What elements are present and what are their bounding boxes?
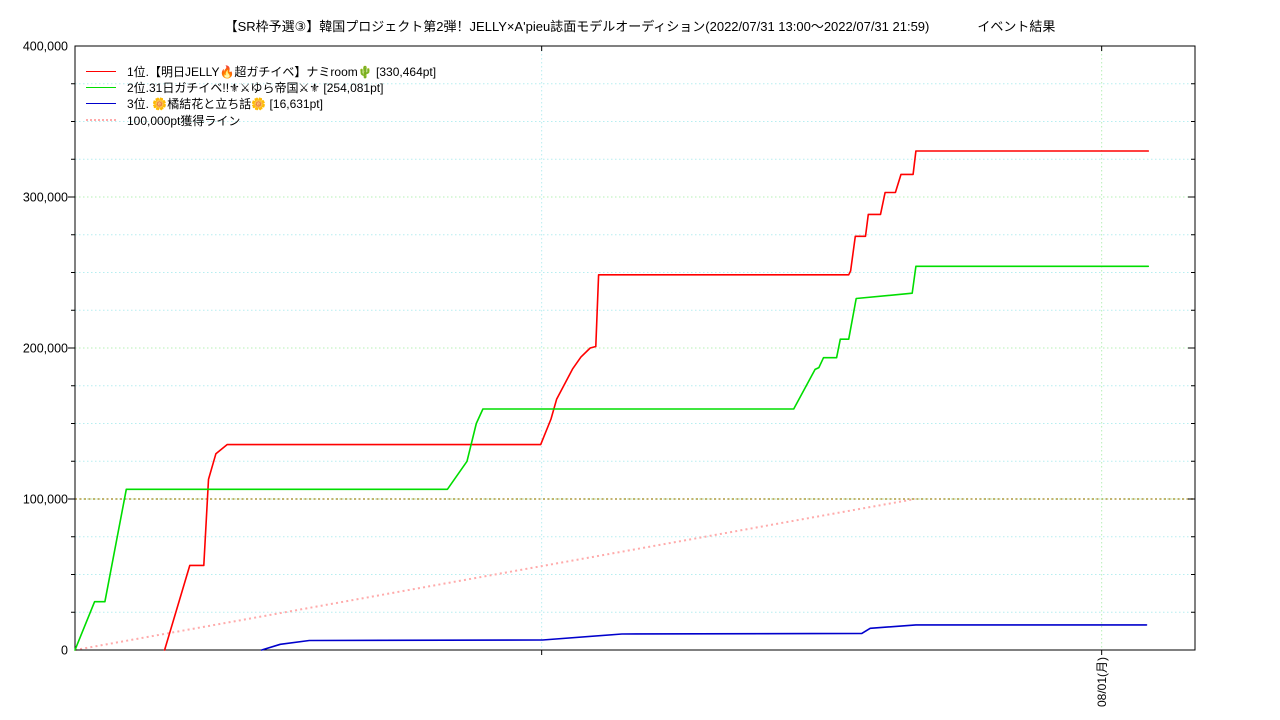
legend-row-rank2: 2位.31日ガチイベ!!⚜⚔ゆら帝国⚔⚜ [254,081pt] [86,79,436,95]
pace-line [74,498,916,651]
legend-row-rank3: 3位. 🌼橘結花と立ち話🌼 [16,631pt] [86,96,436,112]
rank1-label: 1位.【明日JELLY🔥超ガチイベ】ナミroom🌵 [330,464pt] [127,64,437,79]
rank3-label: 3位. 🌼橘結花と立ち話🌼 [16,631pt] [127,97,323,112]
result-label: イベント結果 [977,19,1056,34]
chart-title: 【SR枠予選③】韓国プロジェクト第2弾！JELLY×A'pieu誌面モデルオーデ… [0,16,1280,35]
y-axis-label: 0 [61,644,68,658]
rank2-label: 2位.31日ガチイベ!!⚜⚔ゆら帝国⚔⚜ [254,081pt] [127,80,384,95]
rank1-line-sample [86,70,116,72]
y-axis-label: 200,000 [23,342,68,356]
series-line-rank3 [260,624,1148,651]
chart-legend: 1位.【明日JELLY🔥超ガチイベ】ナミroom🌵 [330,464pt] 2位… [86,63,436,128]
y-axis-label: 400,000 [23,40,68,54]
goal-line-label: 100,000pt獲得ライン [127,113,241,128]
y-axis-label: 100,000 [23,493,68,507]
y-axis-label: 300,000 [23,191,68,205]
event-title: 【SR枠予選③】韓国プロジェクト第2弾！JELLY×A'pieu誌面モデルオーデ… [224,19,930,34]
series-line-rank1 [163,150,1150,651]
rank3-line-sample [86,103,116,105]
x-axis-date-label: 08/01(月) [1095,657,1109,707]
series-line-rank2 [74,265,1150,651]
legend-row-goal: 100,000pt獲得ライン [86,112,436,128]
goal-line-sample [86,119,116,122]
legend-row-rank1: 1位.【明日JELLY🔥超ガチイベ】ナミroom🌵 [330,464pt] [86,63,436,79]
rank2-line-sample [86,86,116,88]
